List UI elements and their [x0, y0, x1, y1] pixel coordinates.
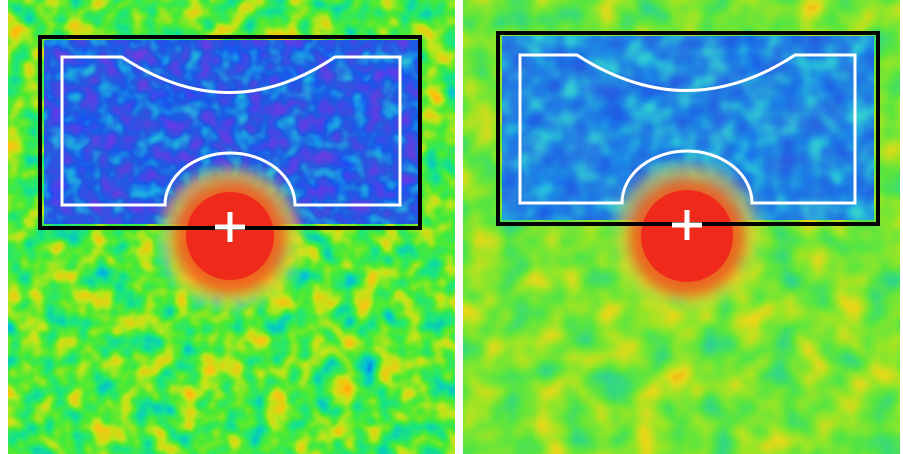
source-marker: [672, 210, 702, 240]
device-outline: [60, 55, 402, 207]
left-panel: [8, 0, 455, 454]
right-panel: [463, 0, 900, 454]
source-marker: [215, 212, 245, 242]
device-outline: [518, 53, 857, 205]
